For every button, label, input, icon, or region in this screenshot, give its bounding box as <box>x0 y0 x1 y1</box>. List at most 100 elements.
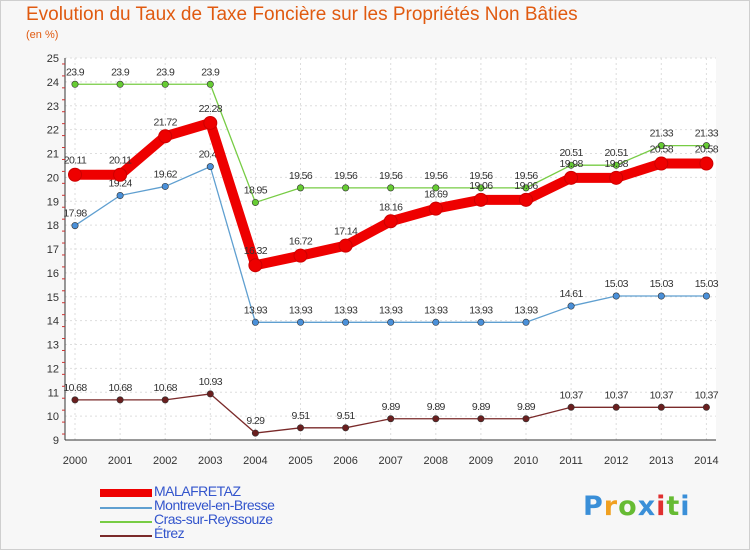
data-label: 19.56 <box>379 170 403 182</box>
logo-letter: x <box>637 491 657 522</box>
data-point <box>567 403 575 411</box>
data-point <box>203 115 218 130</box>
data-point <box>387 184 395 192</box>
data-point <box>477 318 485 326</box>
y-tick-label: 11 <box>48 387 59 399</box>
data-label: 20.51 <box>559 147 583 159</box>
x-tick-label: 2012 <box>604 455 628 467</box>
data-point <box>657 403 665 411</box>
y-tick-label: 20 <box>47 172 59 184</box>
data-label: 19.06 <box>469 180 493 192</box>
x-tick-label: 2000 <box>63 455 87 467</box>
data-label: 13.93 <box>514 304 538 316</box>
data-point <box>432 184 440 192</box>
y-tick-label: 10 <box>47 411 59 423</box>
legend-swatch-malafretaz <box>100 489 152 497</box>
data-point <box>251 198 259 206</box>
data-label: 13.93 <box>424 304 448 316</box>
x-tick-label: 2006 <box>333 455 357 467</box>
data-label: 23.9 <box>156 66 175 78</box>
data-label: 9.89 <box>517 401 536 413</box>
data-label: 19.24 <box>108 178 132 190</box>
data-point <box>567 161 575 169</box>
data-point <box>522 318 530 326</box>
data-label: 20.11 <box>64 155 87 167</box>
data-label: 22.28 <box>199 103 223 115</box>
x-tick-label: 2002 <box>153 455 177 467</box>
y-tick-label: 15 <box>47 292 59 304</box>
data-point <box>116 192 124 200</box>
data-point <box>158 129 173 144</box>
data-label: 19.56 <box>289 170 313 182</box>
y-tick-label: 13 <box>47 340 59 352</box>
x-tick-label: 2014 <box>694 455 718 467</box>
data-label: 19.56 <box>514 170 538 182</box>
data-point <box>161 182 169 190</box>
data-label: 19.06 <box>514 180 538 192</box>
data-point <box>116 80 124 88</box>
logo-letter: i <box>680 491 691 522</box>
data-point <box>296 184 304 192</box>
data-point <box>609 170 624 185</box>
x-tick-label: 2003 <box>198 455 222 467</box>
logo-letter: P <box>583 491 604 522</box>
data-label: 10.68 <box>154 382 178 394</box>
data-label: 10.68 <box>63 382 87 394</box>
logo-letter: t <box>666 491 681 522</box>
data-label: 13.93 <box>289 304 313 316</box>
data-label: 10.37 <box>695 389 719 401</box>
data-point <box>428 201 443 216</box>
data-label: 9.51 <box>337 410 356 422</box>
data-label: 16.32 <box>244 245 268 257</box>
logo-letter: r <box>603 491 619 522</box>
data-label: 20.51 <box>605 147 629 159</box>
x-tick-label: 2007 <box>378 455 402 467</box>
x-tick-label: 2008 <box>424 455 448 467</box>
y-tick-label: 17 <box>47 244 59 256</box>
data-point <box>342 318 350 326</box>
data-label: 14.61 <box>559 288 583 300</box>
data-label: 9.89 <box>382 401 401 413</box>
x-tick-label: 2009 <box>469 455 493 467</box>
x-tick-label: 2010 <box>514 455 538 467</box>
data-label: 17.98 <box>63 208 87 220</box>
data-label: 20.58 <box>650 144 674 156</box>
data-label: 10.68 <box>108 382 132 394</box>
data-point <box>206 80 214 88</box>
y-tick-label: 19 <box>47 196 59 208</box>
data-label: 10.93 <box>199 376 223 388</box>
data-point <box>387 318 395 326</box>
data-label: 21.33 <box>695 128 719 140</box>
data-label: 15.03 <box>650 278 674 290</box>
data-label: 17.14 <box>334 226 358 238</box>
data-label: 20.11 <box>109 155 132 167</box>
data-label: 21.72 <box>154 116 178 128</box>
data-point <box>251 318 259 326</box>
data-label: 15.03 <box>605 278 629 290</box>
data-point <box>338 238 353 253</box>
data-point <box>612 161 620 169</box>
data-point <box>519 192 533 207</box>
data-label: 10.37 <box>650 389 674 401</box>
proxiti-logo: Proxiti <box>583 491 691 522</box>
data-label: 19.62 <box>154 168 178 180</box>
unit-label: (en %) <box>26 29 59 41</box>
data-point <box>248 258 263 273</box>
data-point <box>477 184 485 192</box>
data-point <box>473 192 488 207</box>
data-label: 23.9 <box>66 66 85 78</box>
data-label: 10.37 <box>605 389 629 401</box>
data-label: 19.56 <box>469 170 493 182</box>
data-point <box>113 167 128 182</box>
y-tick-label: 23 <box>47 101 59 113</box>
x-tick-label: 2013 <box>649 455 673 467</box>
logo-letter: o <box>618 491 638 522</box>
data-point <box>296 318 304 326</box>
data-point <box>68 167 82 182</box>
y-tick-label: 16 <box>47 268 59 280</box>
data-point <box>432 415 440 423</box>
data-label: 9.51 <box>291 410 310 422</box>
legend-label-etrez: Étrez <box>154 525 185 541</box>
data-label: 19.56 <box>424 170 448 182</box>
legend-label-montrevel: Montrevel-en-Bresse <box>154 497 275 513</box>
